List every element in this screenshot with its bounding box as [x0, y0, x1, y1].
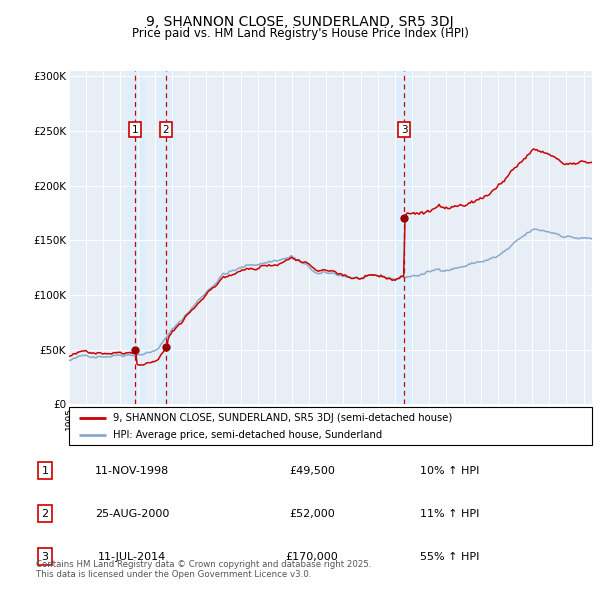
Bar [127, 71, 144, 404]
Text: 1: 1 [41, 466, 49, 476]
Text: £170,000: £170,000 [286, 552, 338, 562]
Text: 3: 3 [41, 552, 49, 562]
Text: £49,500: £49,500 [289, 466, 335, 476]
Bar [395, 71, 413, 404]
Text: 11% ↑ HPI: 11% ↑ HPI [421, 509, 479, 519]
Text: 11-NOV-1998: 11-NOV-1998 [95, 466, 169, 476]
Text: £52,000: £52,000 [289, 509, 335, 519]
FancyBboxPatch shape [69, 407, 592, 445]
Text: HPI: Average price, semi-detached house, Sunderland: HPI: Average price, semi-detached house,… [113, 430, 383, 440]
Text: 9, SHANNON CLOSE, SUNDERLAND, SR5 3DJ (semi-detached house): 9, SHANNON CLOSE, SUNDERLAND, SR5 3DJ (s… [113, 413, 453, 423]
Text: 3: 3 [401, 125, 407, 135]
Text: 2: 2 [41, 509, 49, 519]
Text: 10% ↑ HPI: 10% ↑ HPI [421, 466, 479, 476]
Text: 55% ↑ HPI: 55% ↑ HPI [421, 552, 479, 562]
Text: 25-AUG-2000: 25-AUG-2000 [95, 509, 169, 519]
Text: Price paid vs. HM Land Registry's House Price Index (HPI): Price paid vs. HM Land Registry's House … [131, 27, 469, 40]
Text: 9, SHANNON CLOSE, SUNDERLAND, SR5 3DJ: 9, SHANNON CLOSE, SUNDERLAND, SR5 3DJ [146, 15, 454, 29]
Bar [157, 71, 175, 404]
Text: 2: 2 [163, 125, 169, 135]
Text: 11-JUL-2014: 11-JUL-2014 [98, 552, 166, 562]
Text: Contains HM Land Registry data © Crown copyright and database right 2025.
This d: Contains HM Land Registry data © Crown c… [36, 560, 371, 579]
Text: 1: 1 [132, 125, 139, 135]
